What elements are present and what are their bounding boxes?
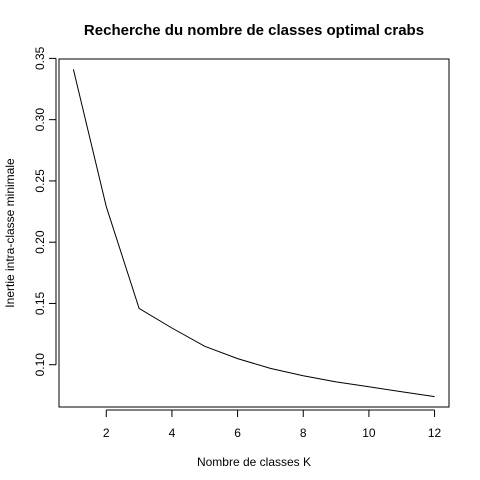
- y-tick-label: 0.15: [33, 291, 47, 315]
- y-tick-label: 0.35: [33, 46, 47, 70]
- y-axis: 0.10 0.15 0.20 0.25 0.30 0.35: [33, 46, 57, 377]
- y-tick-label: 0.10: [33, 353, 47, 377]
- series-line: [72, 69, 435, 398]
- x-tick-label: 4: [169, 426, 176, 440]
- x-tick-label: 2: [103, 426, 110, 440]
- y-tick-label: 0.25: [33, 169, 47, 193]
- x-tick-label: 8: [300, 426, 307, 440]
- x-axis-label: Nombre de classes K: [197, 455, 311, 469]
- y-axis-label: Inertie intra-classe minimale: [3, 158, 17, 308]
- series-group: [72, 69, 435, 398]
- y-tick-label: 0.20: [33, 230, 47, 254]
- plot-frame: [58, 58, 450, 408]
- y-tick-label: 0.30: [33, 108, 47, 132]
- x-tick-label: 6: [234, 426, 241, 440]
- x-tick-label: 10: [362, 426, 376, 440]
- x-tick-label: 12: [428, 426, 442, 440]
- x-axis: 2 4 6 8 10 12: [103, 409, 442, 440]
- chart-title: Recherche du nombre de classes optimal c…: [84, 22, 424, 39]
